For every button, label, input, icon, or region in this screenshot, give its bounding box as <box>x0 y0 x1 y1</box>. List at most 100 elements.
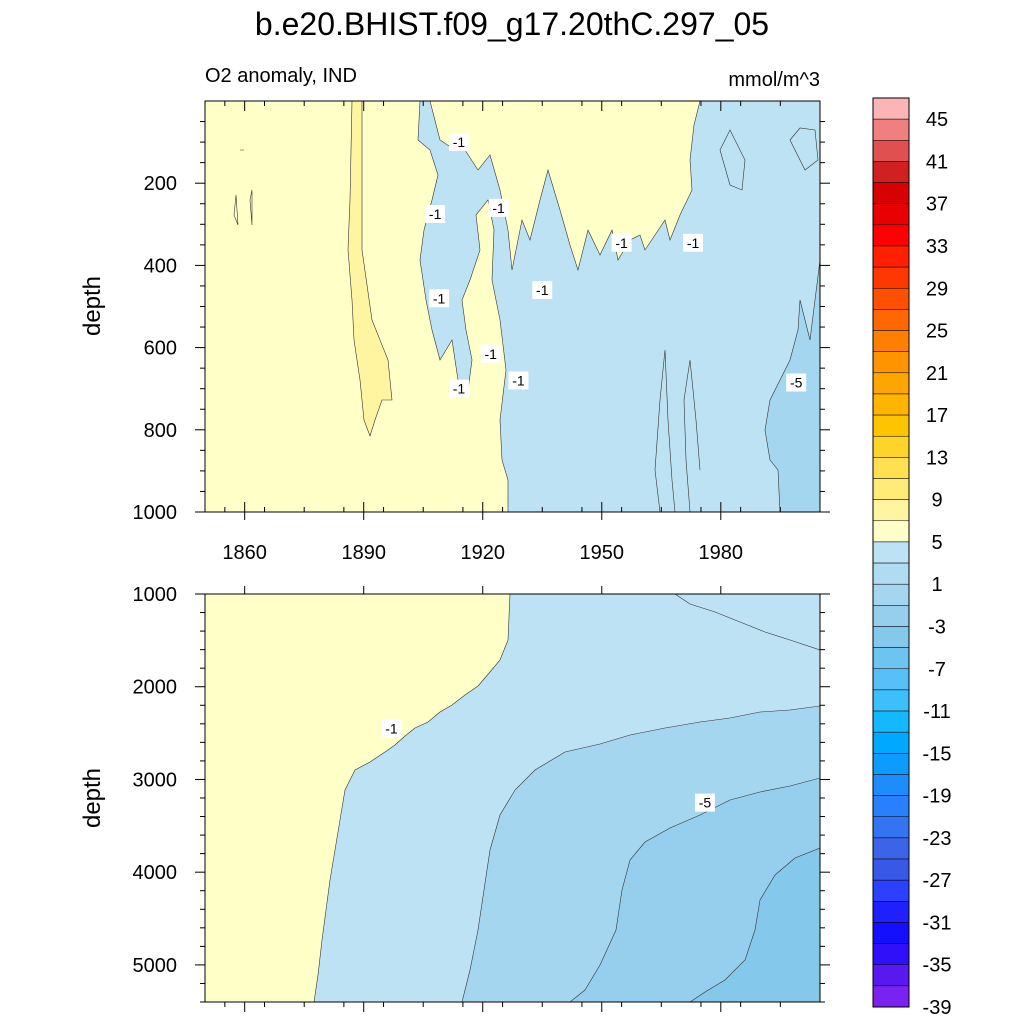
contour-label-box <box>381 719 402 738</box>
colorbar-segment <box>872 668 910 691</box>
colorbar-label: -11 <box>923 701 950 723</box>
contour-label: -5 <box>694 793 715 812</box>
bottom-contour-labels: -1 -5 <box>381 719 715 812</box>
bottom-panel: depth 1000 2000 3000 4000 5000 -1 -5 <box>79 584 830 1012</box>
contour-label-text: -1 <box>536 282 549 298</box>
colorbar-segment <box>872 520 910 543</box>
contour-label-box <box>683 233 704 252</box>
x-tick-label: 1890 <box>341 542 386 564</box>
colorbar-label: 37 <box>926 194 948 216</box>
contour-label-box <box>694 793 715 812</box>
colorbar-segment <box>872 647 910 670</box>
y-tick-label: 600 <box>144 338 177 360</box>
top-right-label: mmol/m^3 <box>728 69 820 91</box>
bottom-plot-area <box>205 594 820 1002</box>
colorbar-segment <box>872 203 910 226</box>
top-contour-labels: -1 -1 -1 -1 -1 -1 -1 -1 -1 -1 -5 <box>425 133 807 398</box>
top-region-pos2 <box>347 101 393 437</box>
colorbar-segment <box>872 879 910 902</box>
figure-title: b.e20.BHIST.f09_g17.20thC.297_05 <box>255 6 769 42</box>
contour-label: -1 <box>448 133 469 152</box>
colorbar-segment <box>872 182 910 204</box>
colorbar-segment <box>872 985 910 1008</box>
colorbar-segment <box>872 499 910 522</box>
contour-label-box <box>508 371 529 390</box>
top-axis-ticks: 1860 1890 1920 1950 1980 200 400 600 800 1000 <box>133 101 830 564</box>
bottom-contour-top <box>674 594 820 651</box>
bottom-region-pos <box>205 594 511 1002</box>
colorbar-label: -27 <box>923 870 952 892</box>
colorbar-segment <box>872 626 910 648</box>
colorbar-segment <box>872 266 910 289</box>
x-tick-label: 1950 <box>580 542 625 564</box>
colorbar-segment <box>872 562 910 585</box>
top-ylabel: depth <box>79 276 106 336</box>
colorbar-label: 9 <box>931 490 942 512</box>
contour-label-text: -1 <box>429 206 442 222</box>
colorbar-segment <box>872 816 910 839</box>
colorbar-label: 33 <box>926 236 948 258</box>
y-tick-label: 200 <box>144 173 177 195</box>
colorbar-segment <box>872 541 910 564</box>
colorbar-segment <box>872 605 910 627</box>
top-contour-b <box>683 359 701 512</box>
contour-label-box <box>611 233 632 252</box>
colorbar-segment <box>872 435 910 458</box>
contour-label: -1 <box>488 198 509 217</box>
colorbar-frame <box>872 97 910 1008</box>
colorbar-segment <box>872 943 910 965</box>
y-tick-label: 1000 <box>133 502 178 524</box>
colorbar-label: 17 <box>926 405 948 427</box>
contour-label-text: -1 <box>433 290 446 306</box>
contour-label-text: -5 <box>790 375 803 391</box>
colorbar-segment <box>872 964 910 987</box>
y-tick-label: 400 <box>144 255 177 277</box>
colorbar-segment <box>872 753 910 775</box>
colorbar: 45 41 37 33 29 25 21 17 13 9 5 1 -3 -7 -11 -15 -19 -23 -27… <box>872 97 952 1019</box>
colorbar-label: -39 <box>923 997 952 1019</box>
colorbar-label: -31 <box>923 912 952 934</box>
colorbar-segment <box>872 710 910 733</box>
top-region-pos-upper <box>429 101 701 272</box>
colorbar-label: 21 <box>926 363 948 385</box>
contour-label-text: -1 <box>484 346 497 362</box>
contour-label-box <box>532 281 553 300</box>
x-tick-label: 1860 <box>222 542 267 564</box>
bottom-axis-ticks: 1000 2000 3000 4000 5000 <box>133 584 830 1012</box>
colorbar-segment <box>872 731 910 754</box>
contour-label: -1 <box>381 719 402 738</box>
contour-label: -1 <box>532 281 553 300</box>
contour-label-text: -1 <box>385 720 398 736</box>
colorbar-label: 41 <box>926 151 948 173</box>
contour-label-box <box>448 379 469 398</box>
colorbar-segment <box>872 161 910 183</box>
top-panel: O2 anomaly, IND mmol/m^3 depth 1860 1890 1… <box>79 65 830 564</box>
colorbar-label: -19 <box>923 786 952 808</box>
contour-label-text: -1 <box>492 200 505 216</box>
x-tick-label: 1920 <box>460 542 505 564</box>
colorbar-segment <box>872 97 910 120</box>
colorbar-segment <box>872 309 910 331</box>
colorbar-segment <box>872 245 910 268</box>
colorbar-segment <box>872 858 910 881</box>
y-tick-label: 3000 <box>133 769 178 791</box>
contour-label-box <box>429 289 450 308</box>
colorbar-segment <box>872 372 910 395</box>
top-contour-a <box>654 349 676 512</box>
contour-label-text: -1 <box>453 381 466 397</box>
colorbar-label: 25 <box>926 321 948 343</box>
colorbar-segment <box>872 478 910 500</box>
colorbar-segment <box>872 118 910 141</box>
contour-label: -1 <box>683 233 704 252</box>
colorbar-segment <box>872 288 910 310</box>
contour-label-box <box>448 133 469 152</box>
top-contour-c <box>789 127 819 171</box>
colorbar-label: -3 <box>928 616 946 638</box>
colorbar-segment <box>872 583 910 606</box>
colorbar-segment <box>872 140 910 162</box>
contour-label-text: -1 <box>687 235 700 251</box>
colorbar-label: -7 <box>928 659 946 681</box>
contour-label-text: -1 <box>453 134 466 150</box>
contour-label: -1 <box>425 205 446 224</box>
contour-label: -5 <box>786 373 807 392</box>
